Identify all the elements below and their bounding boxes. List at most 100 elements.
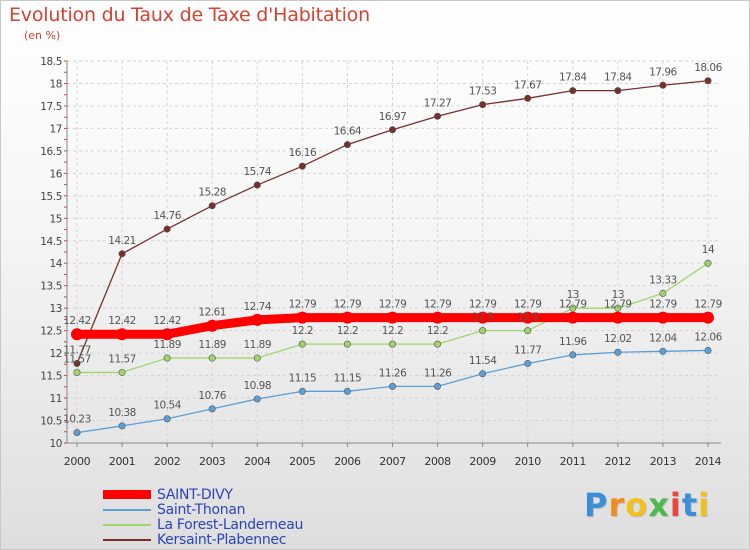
- data-point: [163, 225, 171, 233]
- data-label: 12.02: [604, 333, 632, 345]
- logo-letter: r: [608, 486, 626, 524]
- y-tick-label: 11: [49, 393, 62, 405]
- data-label: 11.57: [108, 353, 136, 365]
- data-label: 16.16: [289, 147, 317, 159]
- data-point: [476, 311, 489, 324]
- logo-letter: o: [625, 486, 649, 524]
- data-label: 17.84: [559, 72, 587, 84]
- y-tick-label: 13.5: [40, 281, 62, 293]
- data-label: 12.04: [649, 332, 677, 344]
- data-point: [656, 311, 669, 324]
- data-label: 16.64: [334, 126, 362, 138]
- data-point: [704, 346, 712, 354]
- x-tick-label: 2005: [289, 455, 316, 468]
- data-point: [479, 370, 487, 378]
- data-label: 12.61: [198, 307, 226, 319]
- data-label: 12.2: [382, 325, 403, 337]
- data-label: 12.42: [153, 315, 181, 327]
- data-label: 12.79: [289, 299, 317, 311]
- data-point: [614, 87, 622, 95]
- proxiti-logo: Proxiti: [584, 486, 710, 524]
- x-tick-label: 2014: [695, 455, 722, 468]
- data-point: [524, 94, 532, 102]
- y-tick-label: 16: [49, 168, 62, 180]
- data-label: 11.89: [243, 339, 271, 351]
- x-tick-label: 2001: [109, 455, 135, 468]
- data-label: 16.97: [379, 111, 407, 123]
- data-point: [298, 387, 306, 395]
- legend-label: SAINT-DIVY: [157, 486, 233, 503]
- data-point: [434, 112, 442, 120]
- data-label: 11.77: [63, 344, 91, 356]
- legend: SAINT-DIVY Saint-Thonan La Forest-Landerne…: [103, 486, 303, 548]
- x-tick-label: 2008: [424, 455, 451, 468]
- logo-letter: i: [698, 486, 711, 524]
- legend-swatch: [103, 538, 151, 541]
- y-tick-label: 15: [49, 213, 62, 225]
- data-label: 15.74: [243, 166, 271, 178]
- y-tick-label: 10: [49, 438, 62, 450]
- data-label: 12.79: [694, 299, 722, 311]
- data-point: [253, 354, 261, 362]
- data-label: 10.38: [108, 407, 136, 419]
- data-point: [521, 311, 534, 324]
- y-tick-label: 11.5: [40, 371, 62, 383]
- data-point: [388, 340, 396, 348]
- data-point: [479, 327, 487, 335]
- data-point: [296, 311, 309, 324]
- data-label: 13.33: [649, 274, 677, 286]
- data-point: [614, 348, 622, 356]
- data-point: [163, 415, 171, 423]
- x-tick-label: 2012: [605, 455, 631, 468]
- legend-item: La Forest-Landerneau: [103, 517, 303, 533]
- data-point: [298, 340, 306, 348]
- data-label: 12.79: [469, 299, 497, 311]
- data-label: 12.79: [334, 299, 362, 311]
- data-label: 11.26: [424, 367, 452, 379]
- legend-swatch: [103, 508, 151, 511]
- y-tick-label: 17.5: [40, 101, 62, 113]
- data-label: 18.06: [694, 62, 722, 74]
- logo-letter: t: [681, 486, 699, 524]
- data-point: [116, 328, 129, 341]
- data-point: [118, 422, 126, 430]
- data-label: 14.76: [153, 210, 181, 222]
- y-tick-label: 16.5: [40, 146, 62, 158]
- legend-label: Kersaint-Plabennec: [157, 531, 287, 548]
- data-label: 12.5: [472, 312, 493, 324]
- data-label: 12.74: [243, 301, 271, 313]
- data-label: 12.5: [517, 312, 538, 324]
- data-point: [73, 368, 81, 376]
- data-label: 17.67: [514, 79, 542, 91]
- legend-item: SAINT-DIVY: [103, 486, 303, 503]
- data-point: [71, 328, 83, 341]
- x-tick-label: 2011: [560, 455, 586, 468]
- legend-item: Saint-Thonan: [103, 502, 303, 518]
- data-point: [704, 77, 712, 85]
- data-point: [208, 202, 216, 210]
- data-point: [569, 304, 577, 312]
- data-point: [253, 395, 261, 403]
- y-tick-label: 18.5: [40, 56, 62, 68]
- legend-item: Kersaint-Plabennec: [103, 531, 303, 548]
- data-point: [659, 289, 667, 297]
- data-label: 17.27: [424, 97, 452, 109]
- data-label: 13: [612, 289, 624, 301]
- data-label: 10.98: [243, 380, 271, 392]
- logo-letter: x: [648, 486, 670, 524]
- x-tick-label: 2009: [469, 455, 496, 468]
- y-tick-label: 18: [49, 78, 62, 90]
- data-point: [479, 101, 487, 109]
- data-label: 15.28: [198, 187, 226, 199]
- chart-subtitle: (en %): [24, 29, 61, 42]
- x-tick-label: 2003: [199, 455, 226, 468]
- data-label: 11.96: [559, 336, 587, 348]
- data-label: 12.79: [559, 299, 587, 311]
- data-label: 13: [567, 289, 579, 301]
- x-tick-label: 2006: [334, 455, 361, 468]
- data-point: [73, 359, 81, 367]
- data-point: [701, 311, 714, 324]
- data-label: 12.79: [424, 299, 452, 311]
- data-point: [163, 354, 171, 362]
